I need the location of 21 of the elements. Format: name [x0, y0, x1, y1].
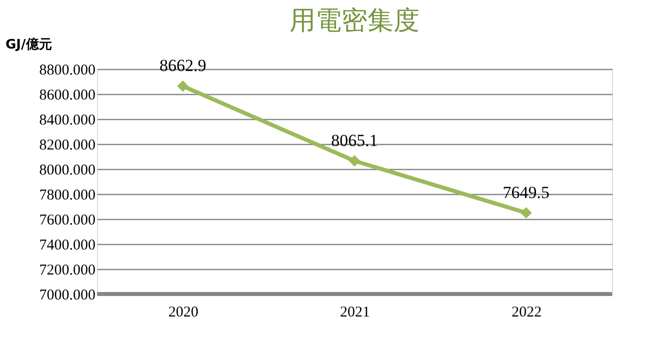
data-label: 7649.5: [502, 182, 550, 202]
y-tick-label: 8800.000: [39, 62, 96, 78]
y-tick-label: 8000.000: [39, 162, 96, 178]
data-label: 8065.1: [331, 130, 378, 150]
y-tick-label: 7000.000: [39, 288, 96, 304]
point: [520, 207, 532, 219]
y-tick-label: 7200.000: [39, 262, 96, 278]
x-tick-label: 2022: [512, 304, 542, 320]
point: [348, 155, 360, 167]
y-tick-label: 8400.000: [39, 112, 96, 128]
y-tick-label: 7400.000: [39, 238, 96, 254]
chart-title: 用電密集度: [290, 6, 420, 36]
x-tick-label: 2021: [340, 304, 370, 320]
y-tick-label: 8200.000: [39, 138, 96, 154]
y-tick-label: 7600.000: [39, 212, 96, 228]
x-tick-label: 2020: [168, 304, 198, 320]
y-tick-label: 8600.000: [39, 88, 96, 104]
y-tick-label: 7800.000: [39, 188, 96, 204]
y-axis-title: GJ/億元: [6, 36, 52, 52]
data-label: 8662.9: [159, 56, 206, 76]
point: [177, 80, 189, 92]
